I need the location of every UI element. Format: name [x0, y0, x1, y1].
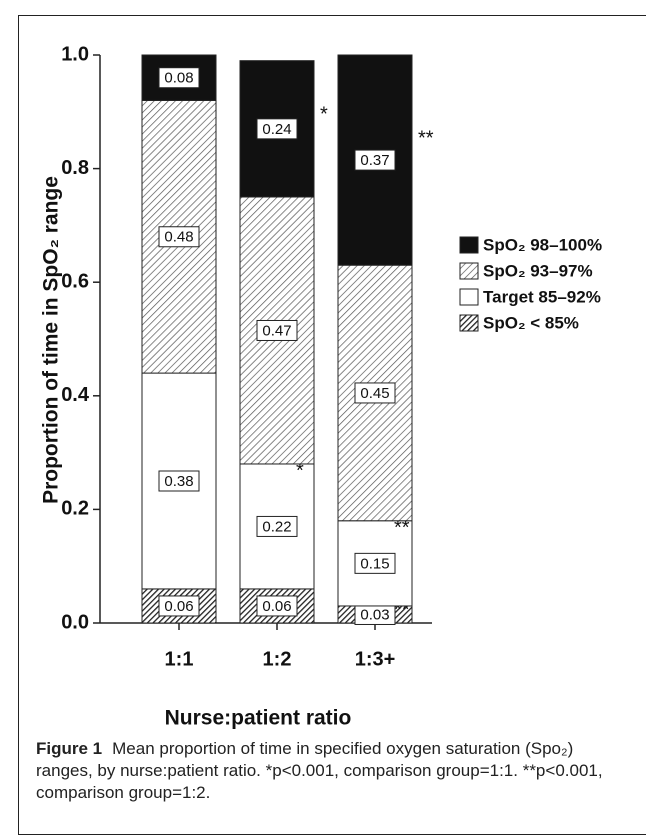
- value-label: 0.08: [164, 70, 193, 87]
- significance-marker: **: [418, 127, 434, 149]
- x-tick-label: 1:1: [165, 648, 194, 670]
- y-axis-title: Proportion of time in SpO₂ range: [40, 176, 63, 504]
- legend-label: SpO₂ < 85%: [483, 313, 579, 332]
- value-label-box: [354, 552, 396, 574]
- value-label: 0.45: [360, 385, 389, 402]
- significance-marker: *: [296, 460, 304, 482]
- legend-swatch: [459, 288, 479, 306]
- value-label-box: [158, 595, 200, 617]
- x-tick-label: 1:2: [263, 648, 292, 670]
- legend-swatch: [459, 236, 479, 254]
- x-axis-title: Nurse:patient ratio: [165, 707, 352, 730]
- value-label-box: [256, 515, 298, 537]
- y-tick-label: 0.6: [61, 270, 89, 292]
- value-label: 0.48: [164, 229, 193, 246]
- value-label: 0.22: [262, 518, 291, 535]
- caption: Figure 1 Mean proportion of time in speci…: [36, 738, 626, 804]
- value-label-box: [158, 470, 200, 492]
- value-label: 0.06: [262, 598, 291, 615]
- y-tick-label: 1.0: [61, 43, 89, 65]
- legend-label: Target 85–92%: [483, 287, 601, 306]
- y-tick-label: 0.8: [61, 157, 89, 179]
- legend-label: SpO₂ 98–100%: [483, 235, 602, 254]
- value-label-box: [158, 226, 200, 248]
- significance-marker: **: [394, 517, 410, 539]
- value-label-box: [256, 319, 298, 341]
- legend-label: SpO₂ 93–97%: [483, 261, 593, 280]
- caption-text: Mean proportion of time in specified oxy…: [36, 739, 603, 802]
- value-label: 0.15: [360, 555, 389, 572]
- value-label-box: [354, 382, 396, 404]
- value-label: 0.37: [360, 152, 389, 169]
- y-tick-label: 0.4: [61, 384, 90, 406]
- caption-label: Figure 1: [36, 739, 103, 758]
- value-label-box: [158, 67, 200, 89]
- value-label: 0.24: [262, 121, 291, 138]
- legend-swatch: [459, 314, 479, 332]
- y-tick-label: 0.0: [61, 611, 89, 633]
- chart: Proportion of time in SpO₂ range Nurse:p…: [40, 43, 603, 730]
- value-label-box: [354, 149, 396, 171]
- value-label: 0.38: [164, 473, 193, 490]
- value-label: 0.03: [360, 606, 389, 623]
- x-tick-label: 1:3+: [355, 648, 396, 670]
- value-label-box: [256, 595, 298, 617]
- value-label: 0.06: [164, 598, 193, 615]
- significance-marker: *: [320, 103, 328, 125]
- value-label: 0.47: [262, 322, 291, 339]
- y-tick-label: 0.2: [61, 498, 89, 520]
- legend-swatch: [459, 262, 479, 280]
- value-label-box: [256, 118, 298, 140]
